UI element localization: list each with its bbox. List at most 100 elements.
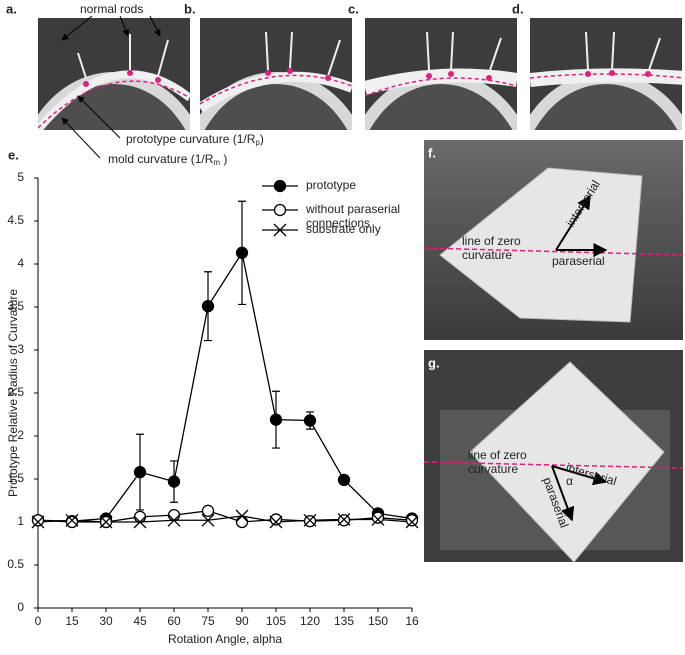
arrow xyxy=(61,15,93,41)
marker xyxy=(133,515,147,529)
text: ) xyxy=(260,132,264,146)
marker-stroke xyxy=(273,223,287,237)
x-tick-label: 0 xyxy=(35,614,42,628)
photo-d xyxy=(530,18,682,130)
y-tick-label: 3 xyxy=(17,342,24,356)
marker xyxy=(99,515,113,529)
marker xyxy=(405,515,419,529)
y-tick-label: 1 xyxy=(17,514,24,528)
y-tick-label: 2 xyxy=(17,428,24,442)
panel-label: c. xyxy=(348,1,359,16)
marker xyxy=(167,508,181,522)
photo-g xyxy=(423,350,684,563)
marker-stroke xyxy=(405,515,419,529)
marker-stroke xyxy=(31,515,45,529)
rods-label: normal rods xyxy=(80,2,143,16)
marker xyxy=(31,514,45,527)
marker xyxy=(201,504,215,517)
marker xyxy=(65,515,79,529)
zero-line-label: line of zero xyxy=(462,234,521,248)
marker xyxy=(31,515,45,529)
arrow xyxy=(119,15,129,37)
photo-c xyxy=(365,18,517,130)
marker-stroke xyxy=(65,513,79,527)
panel-label: b. xyxy=(184,1,196,16)
marker xyxy=(167,475,181,488)
marker xyxy=(201,513,215,527)
marker xyxy=(337,512,351,526)
x-tick-label: 45 xyxy=(133,614,147,628)
marker xyxy=(235,246,249,259)
marker xyxy=(371,511,385,524)
series-line xyxy=(37,510,413,523)
marker xyxy=(269,413,283,426)
mold-curvature-label: mold curvature (1/Rm ) xyxy=(108,152,227,167)
panel-label: f. xyxy=(428,145,436,160)
arrow xyxy=(61,117,101,159)
x-tick-label: 75 xyxy=(201,614,215,628)
x-tick-label: 120 xyxy=(300,614,320,628)
marker xyxy=(133,510,147,523)
y-tick-label: 5 xyxy=(17,170,24,184)
y-tick-label: 0.5 xyxy=(7,557,24,571)
zero-line-label: curvature xyxy=(462,248,512,262)
panel-label: e. xyxy=(8,147,19,162)
marker xyxy=(235,515,249,529)
series-line xyxy=(37,251,413,522)
panel-label: g. xyxy=(428,355,440,370)
paraserial-label: paraserial xyxy=(552,254,605,268)
marker xyxy=(273,223,287,237)
marker xyxy=(65,513,79,527)
x-tick-label: 90 xyxy=(235,614,249,628)
marker xyxy=(201,299,215,313)
marker-stroke xyxy=(133,515,147,529)
marker xyxy=(337,473,351,487)
arrow xyxy=(149,15,161,37)
y-tick-label: 4 xyxy=(17,256,24,270)
legend-label: without paraserial connections xyxy=(306,202,401,230)
marker xyxy=(273,179,287,193)
marker-stroke xyxy=(269,515,283,529)
marker xyxy=(235,509,249,523)
text: ) xyxy=(220,152,227,166)
photo-a xyxy=(38,18,190,130)
marker-stroke xyxy=(337,512,351,526)
y-tick-label: 1.5 xyxy=(7,471,24,485)
marker xyxy=(303,414,317,427)
y-tick-label: 0 xyxy=(17,600,24,614)
marker xyxy=(269,513,283,526)
x-axis-label: Rotation Angle, alpha xyxy=(168,632,282,646)
prototype-curvature-label: prototype curvature (1/Rp) xyxy=(126,132,264,147)
y-tick-label: 4.5 xyxy=(7,213,24,227)
subscript: p xyxy=(255,138,260,147)
legend-label: substrate only xyxy=(306,222,381,236)
legend-entry: substrate only xyxy=(306,222,381,236)
subscript: m xyxy=(213,158,220,167)
photo-b xyxy=(200,18,352,130)
marker-stroke xyxy=(167,513,181,527)
marker-stroke xyxy=(371,512,385,526)
zero-line-label: curvature xyxy=(468,462,518,476)
panel-label: d. xyxy=(512,1,524,16)
x-tick-label: 15 xyxy=(65,614,79,628)
marker xyxy=(269,515,283,529)
angle-label: α xyxy=(566,474,573,488)
x-tick-label: 150 xyxy=(368,614,388,628)
x-tick-label: 105 xyxy=(266,614,286,628)
y-tick-label: 2.5 xyxy=(7,385,24,399)
marker xyxy=(405,514,419,527)
marker-stroke xyxy=(201,513,215,527)
plot: 0 0.5 1 1.5 2 2.5 3 3.5 4 4.5 5 0 15 30 45 60 75 90 105 120… xyxy=(7,170,419,628)
arrow xyxy=(77,95,121,139)
x-tick-label: 30 xyxy=(99,614,113,628)
marker xyxy=(167,513,181,527)
x-tick-label: 16 xyxy=(405,614,419,628)
photo-f xyxy=(423,140,684,340)
legend-entry: without paraserial connections xyxy=(306,202,401,230)
text: prototype curvature (1/R xyxy=(126,132,256,146)
legend-entry: prototype xyxy=(306,178,356,192)
marker-stroke xyxy=(99,515,113,529)
marker xyxy=(303,513,317,527)
marker xyxy=(133,465,147,479)
